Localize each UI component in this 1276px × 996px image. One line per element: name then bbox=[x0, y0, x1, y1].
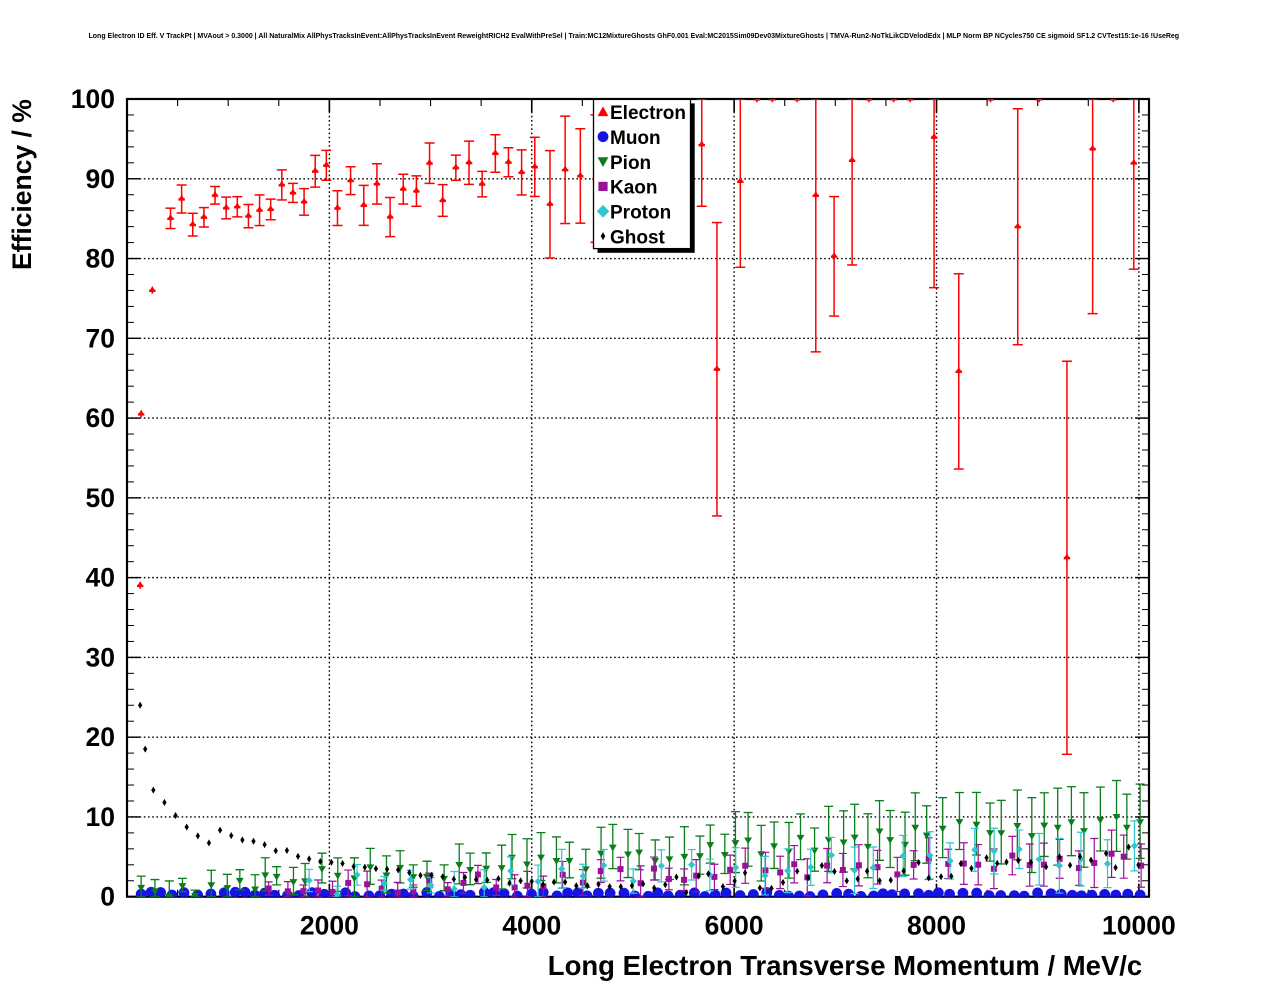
svg-text:Kaon: Kaon bbox=[610, 178, 658, 199]
svg-text:Electron: Electron bbox=[610, 103, 686, 124]
svg-text:20: 20 bbox=[86, 722, 115, 752]
svg-text:8000: 8000 bbox=[907, 911, 966, 941]
svg-text:0: 0 bbox=[100, 882, 115, 912]
svg-text:100: 100 bbox=[71, 84, 115, 114]
svg-text:80: 80 bbox=[86, 244, 115, 274]
svg-text:Pion: Pion bbox=[610, 153, 651, 174]
svg-text:Proton: Proton bbox=[610, 203, 671, 224]
svg-text:60: 60 bbox=[86, 403, 115, 433]
svg-text:6000: 6000 bbox=[705, 911, 764, 941]
svg-text:4000: 4000 bbox=[502, 911, 561, 941]
svg-text:40: 40 bbox=[86, 563, 115, 593]
svg-text:10: 10 bbox=[86, 802, 115, 832]
svg-text:10000: 10000 bbox=[1102, 911, 1176, 941]
svg-text:90: 90 bbox=[86, 164, 115, 194]
svg-text:2000: 2000 bbox=[300, 911, 359, 941]
svg-text:70: 70 bbox=[86, 323, 115, 353]
svg-text:Muon: Muon bbox=[610, 128, 661, 149]
svg-text:50: 50 bbox=[86, 483, 115, 513]
svg-text:Ghost: Ghost bbox=[610, 227, 666, 248]
svg-text:30: 30 bbox=[86, 642, 115, 672]
